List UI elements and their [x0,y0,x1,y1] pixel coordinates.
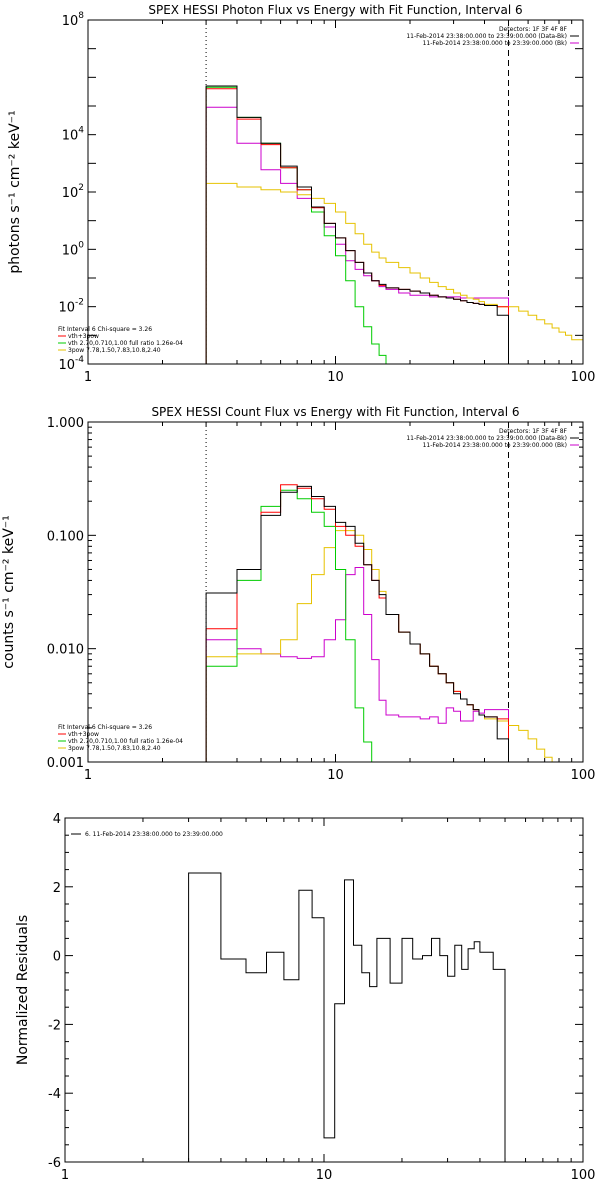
legend-entry: Detectors: 1F 3F 4F 8F [499,26,568,33]
legend-entry: vth+3pow [68,333,99,340]
series-residuals [188,872,506,1162]
plot-area [205,484,559,762]
plot-area [205,85,583,364]
y-axis-label: Normalized Residuals [15,915,31,1065]
y-tick-label: 4 [53,812,61,827]
y-tick-label: 0 [53,950,61,965]
series-vth-3pow [205,484,509,762]
plot-frame [64,817,584,1163]
series-data-bk [205,85,509,364]
y-tick-label: 10-2 [58,298,84,316]
y-axis-label: counts s⁻¹ cm⁻² keV⁻¹ [1,515,17,669]
legend-entry: 11-Feb-2014 23:38:00.000 to 23:39:00.000… [423,442,567,449]
chart-title: SPEX HESSI Photon Flux vs Energy with Fi… [148,3,522,17]
series-vth [205,489,380,762]
plot-frame [87,421,584,763]
x-axis: 1 10 100 [84,20,596,385]
x-tick-label: 10 [316,1168,333,1183]
series-3pow-extension [508,306,583,341]
legend-bottom: Fit Interval 6 Chi-square = 3.26vth+3pow… [58,326,183,354]
y-tick-label: 104 [62,126,85,144]
y-tick-label: 108 [62,11,85,29]
legend-entry: Detectors: 1F 3F 4F 8F [499,428,568,435]
x-tick-label: 10 [327,370,344,385]
plot-frame [87,19,584,365]
chart-panel-3: 1 10 100 -6 -4 -2 0 2 4 Normalized Residuals 6. 11… [15,812,595,1183]
legend-entry: Fit Interval 6 Chi-square = 3.26 [58,326,152,333]
x-tick-label: 1 [61,1168,69,1183]
y-axis-label: photons s⁻¹ cm⁻² keV⁻¹ [7,110,23,273]
y-tick-label: 102 [62,183,84,201]
y-axis: 10-4 10-2 100 102 104 108 [58,11,583,373]
x-tick-label: 1 [84,370,92,385]
x-tick-label: 10 [327,768,344,783]
series-3pow [205,530,509,762]
y-tick-label: 0.010 [47,643,84,658]
series-data-bk [205,485,509,762]
y-tick-label: -4 [48,1087,61,1102]
plot-area [188,872,506,1162]
series-3pow [205,182,509,364]
chart-title: SPEX HESSI Count Flux vs Energy with Fit… [151,405,519,419]
legend-entry: 3pow 7.78,1.50,7.83,10.8,2.40 [68,745,161,752]
x-tick-label: 1 [84,768,92,783]
legend-top: 6. 11-Feb-2014 23:38:00.000 to 23:39:00.… [71,831,223,838]
legend-entry: 3pow 7.78,1.50,7.83,10.8,2.40 [68,347,161,354]
legend-bottom: Fit Interval 6 Chi-square = 3.26vth+3pow… [58,724,183,752]
x-tick-label: 100 [571,768,596,783]
y-tick-label: -2 [48,1018,61,1033]
legend-entry: 11-Feb-2014 23:38:00.000 to 23:39:00.000… [406,435,567,442]
y-tick-label: 1.000 [47,416,84,431]
y-tick-label: 0.100 [47,529,84,544]
series-vth-3pow [205,88,509,364]
chart-panel-1: SPEX HESSI Photon Flux vs Energy with Fi… [7,3,595,385]
series-bk [205,567,509,762]
series-vth [205,86,399,364]
y-tick-label: 0.001 [47,756,84,771]
chart-panel-2: SPEX HESSI Count Flux vs Energy with Fit… [1,405,595,783]
x-tick-label: 100 [571,1168,596,1183]
legend-entry: Fit Interval 6 Chi-square = 3.26 [58,724,152,731]
y-axis: -6 -4 -2 0 2 4 [48,812,583,1171]
legend-entry: vth 2.70,0.710,1.00 full ratio 1.26e-04 [68,738,183,745]
legend-entry: vth 2.70,0.710,1.00 full ratio 1.26e-04 [68,340,183,347]
legend-entry: 11-Feb-2014 23:38:00.000 to 23:39:00.000… [406,33,567,40]
x-tick-label: 100 [571,370,596,385]
series-bk [205,106,509,364]
y-tick-label: 2 [53,881,61,896]
legend-entry: vth+3pow [68,731,99,738]
x-axis: 1 10 100 [61,818,596,1183]
y-tick-label: 100 [62,240,85,258]
legend-entry: 11-Feb-2014 23:38:00.000 to 23:39:00.000… [423,40,567,47]
series-3pow-extension [508,725,559,762]
legend-entry: 6. 11-Feb-2014 23:38:00.000 to 23:39:00.… [85,831,223,838]
y-axis: 0.001 0.010 0.100 1.000 [47,416,583,771]
y-tick-label: -6 [48,1156,61,1171]
y-tick-label: 10-4 [58,355,84,373]
